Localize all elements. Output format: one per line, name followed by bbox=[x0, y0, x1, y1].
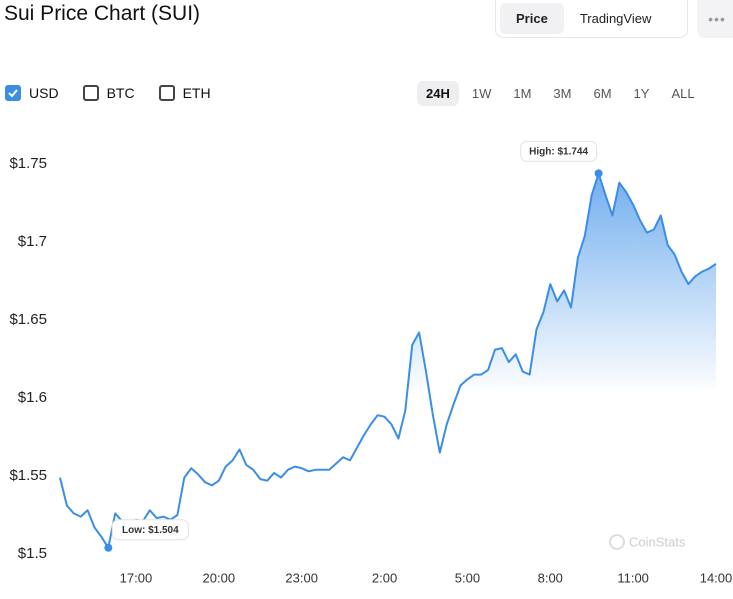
currency-option[interactable]: ETH bbox=[158, 85, 211, 101]
currency-label: ETH bbox=[182, 85, 211, 101]
more-menu[interactable]: ••• bbox=[697, 0, 733, 38]
checkbox[interactable] bbox=[5, 85, 21, 101]
annotation-label: Low: $1.504 bbox=[122, 525, 179, 536]
area-fill bbox=[60, 173, 716, 554]
x-tick-label: 23:00 bbox=[285, 570, 318, 585]
x-tick-label: 8:00 bbox=[538, 570, 563, 585]
currency-option[interactable]: USD bbox=[5, 85, 59, 101]
range-button[interactable]: 3M bbox=[553, 86, 572, 101]
x-tick-label: 2:00 bbox=[372, 570, 397, 585]
range-button[interactable]: 6M bbox=[593, 86, 612, 101]
range-button[interactable]: 1W bbox=[471, 86, 492, 101]
annotation-box bbox=[520, 140, 598, 162]
y-tick-label: $1.65 bbox=[9, 311, 47, 328]
view-tab[interactable]: TradingView bbox=[579, 11, 652, 26]
annotation-box bbox=[111, 519, 189, 541]
x-tick-label: 11:00 bbox=[617, 570, 649, 585]
page-title: Sui Price Chart (SUI) bbox=[4, 2, 201, 25]
range-button[interactable]: 1M bbox=[513, 86, 532, 101]
currency-label: USD bbox=[29, 85, 59, 101]
x-tick-label: 20:00 bbox=[203, 570, 236, 585]
range-button[interactable]: 1Y bbox=[633, 86, 650, 101]
view-tab[interactable]: Price bbox=[500, 3, 564, 34]
y-tick-label: $1.7 bbox=[18, 233, 47, 250]
x-tick-label: 14:00 bbox=[700, 570, 733, 585]
checkbox[interactable] bbox=[82, 85, 99, 101]
annotation-point bbox=[594, 169, 603, 178]
y-tick-label: $1.5 bbox=[18, 545, 47, 562]
y-tick-label: $1.55 bbox=[9, 467, 47, 484]
range-button[interactable]: 24H bbox=[417, 81, 459, 106]
currency-toggles: USD BTC ETH bbox=[5, 85, 211, 101]
annotation-point bbox=[104, 543, 113, 552]
view-tabs: Price TradingView bbox=[495, 0, 688, 38]
x-tick-label: 5:00 bbox=[455, 570, 480, 585]
x-tick-label: 17:00 bbox=[120, 570, 153, 585]
range-button[interactable]: ALL bbox=[671, 86, 695, 101]
y-tick-label: $1.75 bbox=[9, 155, 47, 172]
price-line bbox=[59, 172, 717, 549]
y-tick-label: $1.6 bbox=[18, 389, 47, 406]
currency-option[interactable]: BTC bbox=[82, 85, 135, 101]
currency-label: BTC bbox=[106, 85, 135, 101]
annotation-label: High: $1.744 bbox=[529, 147, 588, 158]
range-selector: 24H 1W 1M 3M 6M 1Y ALL bbox=[417, 81, 704, 106]
check-icon bbox=[8, 89, 18, 98]
checkbox[interactable] bbox=[158, 85, 175, 101]
